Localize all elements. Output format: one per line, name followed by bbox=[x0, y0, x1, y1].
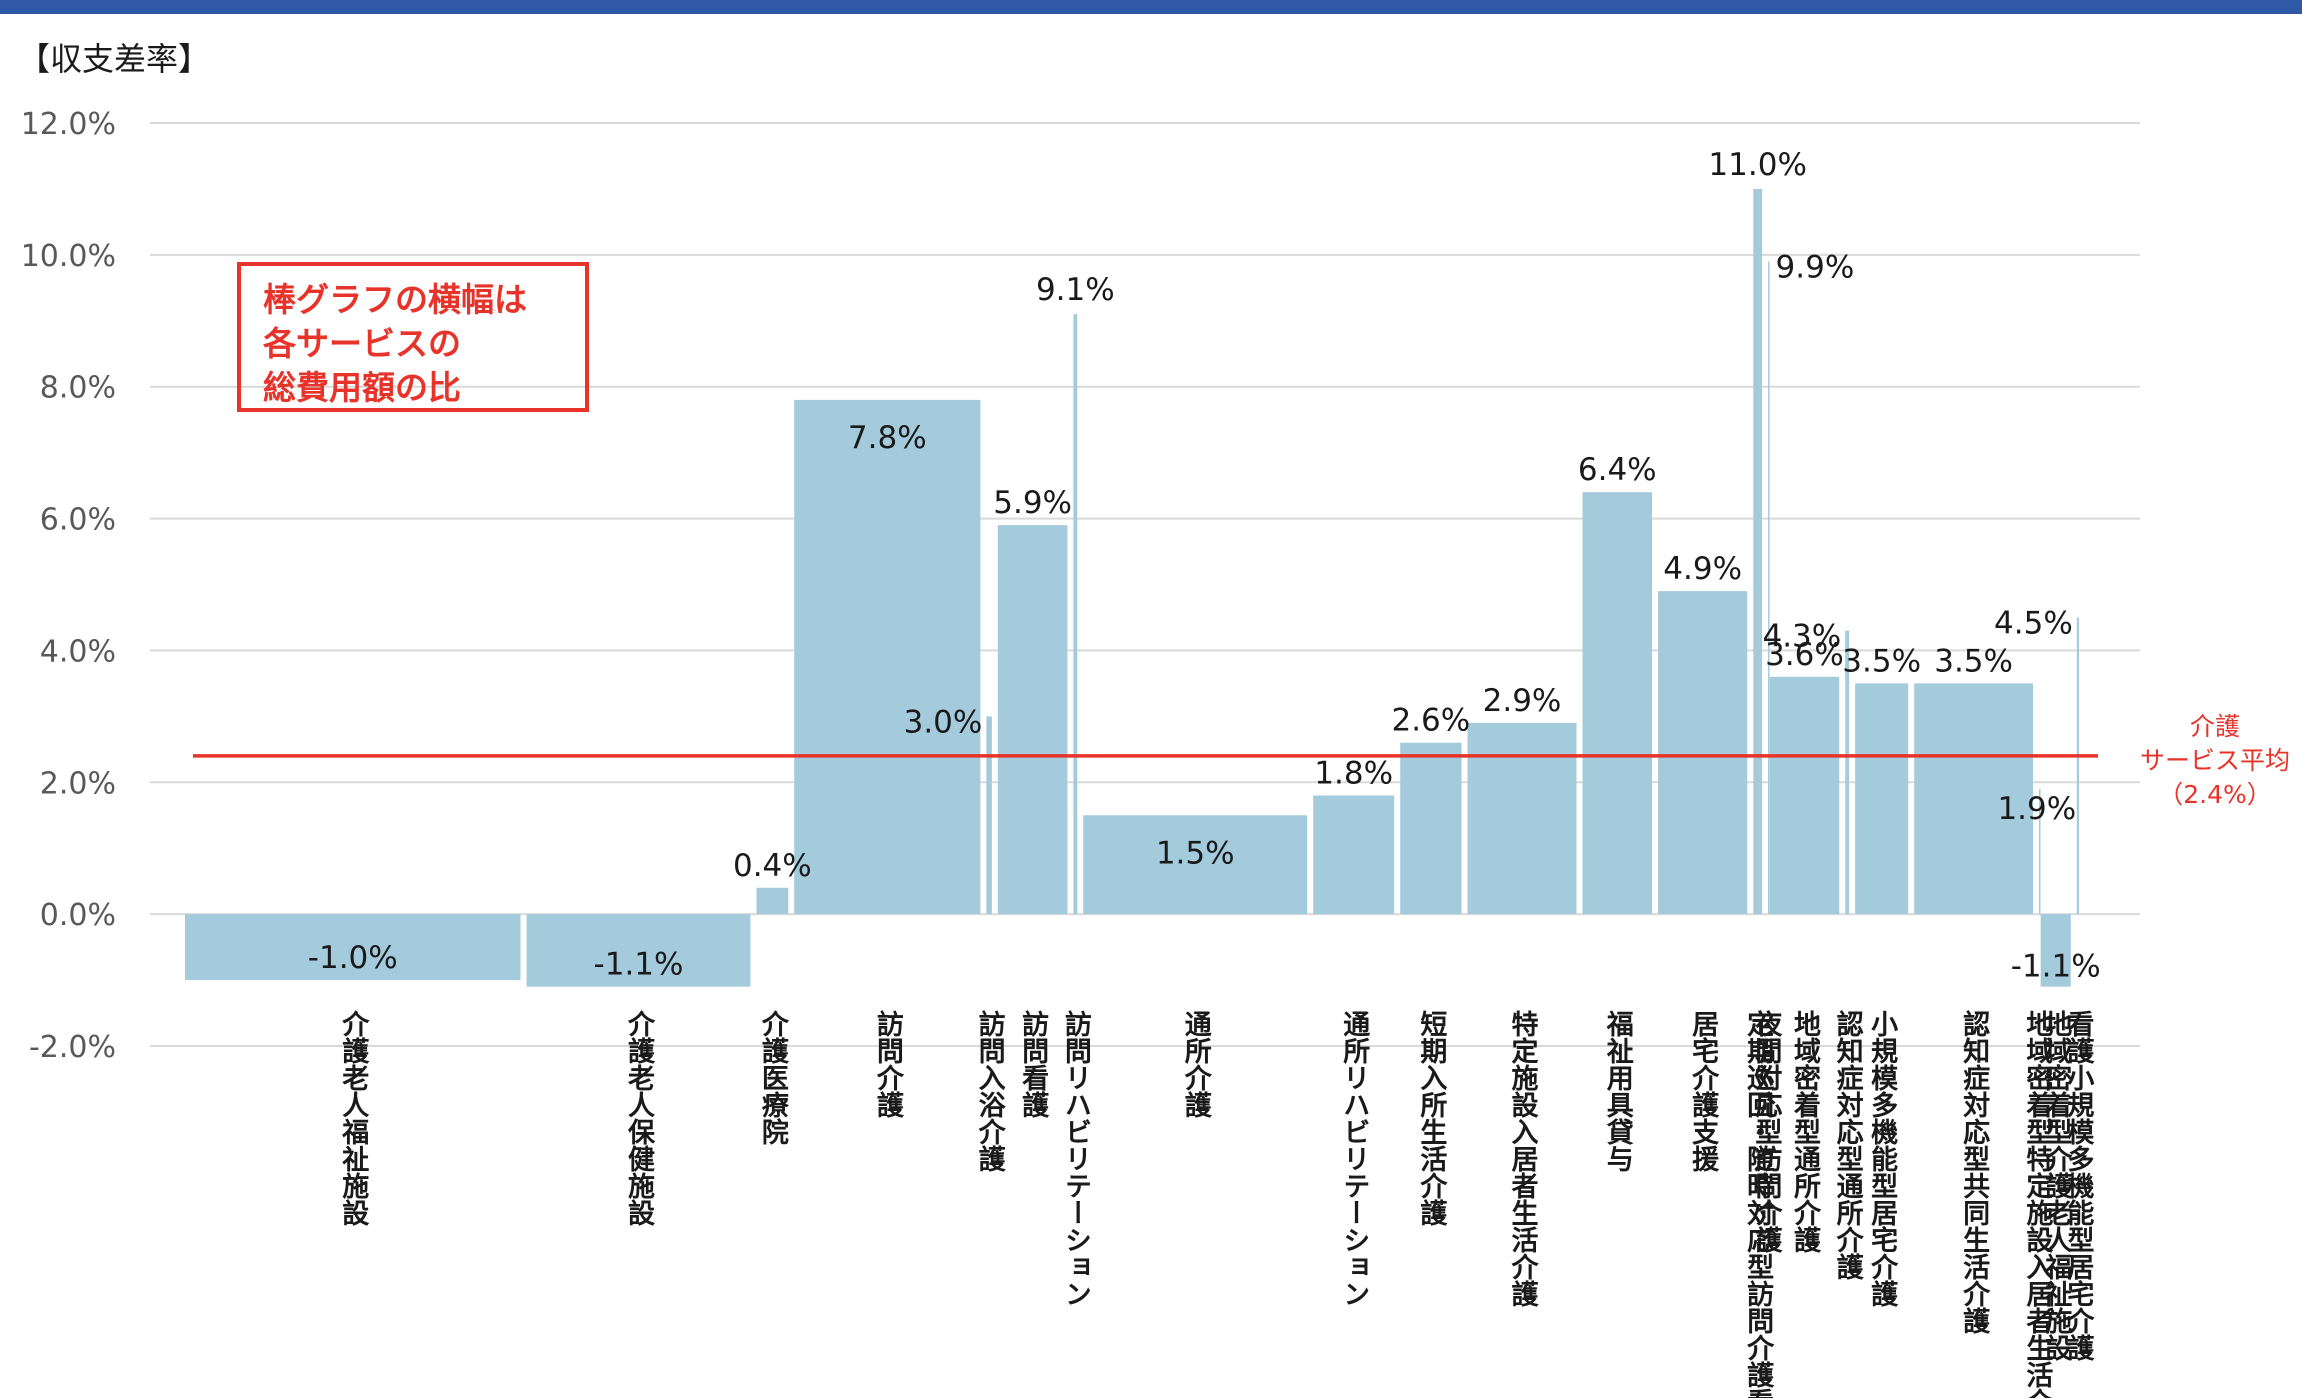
bars bbox=[185, 188, 2079, 987]
data-label: 3.5% bbox=[1934, 643, 2013, 679]
data-label: 2.6% bbox=[1391, 703, 1470, 739]
y-tick-label: 6.0% bbox=[40, 503, 116, 538]
category-label: 小規模多機能型居宅介護 bbox=[1866, 1010, 1899, 1307]
bar bbox=[1753, 188, 1763, 915]
bar bbox=[1582, 492, 1653, 915]
data-label: 7.8% bbox=[848, 420, 927, 456]
data-label: 11.0% bbox=[1708, 147, 1806, 183]
data-labels: -1.0% -1.1% 0.4% 7.8% 3.0% 5.9% 9.1% 1.5% 1.8% 2.… bbox=[308, 147, 2101, 985]
bar bbox=[1914, 683, 2034, 915]
category-label: 特定施設入居者生活介護 bbox=[1507, 1010, 1540, 1307]
category-label: 介護医療院 bbox=[757, 1010, 790, 1145]
y-tick-label: 8.0% bbox=[40, 371, 116, 406]
data-label: -1.1% bbox=[594, 947, 684, 983]
data-label: 4.9% bbox=[1663, 551, 1742, 587]
data-label: 3.6% bbox=[1765, 637, 1844, 673]
bar bbox=[1400, 742, 1462, 915]
y-tick-labels: 12.0% 10.0% 8.0% 6.0% 4.0% 2.0% 0.0% -2.0% bbox=[21, 107, 116, 1065]
category-label: 訪問リハビリテーション bbox=[1060, 1009, 1092, 1307]
bar bbox=[997, 525, 1068, 915]
category-label: 訪問入浴介護 bbox=[974, 1009, 1007, 1172]
bar bbox=[1073, 314, 1078, 915]
y-axis-title: 【収支差率】 bbox=[18, 40, 211, 78]
y-tick-label: 12.0% bbox=[21, 107, 116, 142]
bar bbox=[2076, 617, 2079, 915]
top-accent-bar bbox=[0, 0, 2302, 14]
bar bbox=[756, 887, 789, 915]
note-box: 棒グラフの横幅は 各サービスの 総費用額の比 bbox=[237, 262, 589, 412]
data-label: 1.9% bbox=[1997, 791, 2076, 827]
category-label: 通所リハビリテーション bbox=[1338, 1010, 1370, 1307]
y-tick-label: 2.0% bbox=[40, 766, 116, 801]
average-label-line-2: サービス平均 bbox=[2139, 746, 2290, 775]
data-label: 4.3% bbox=[1762, 619, 1841, 655]
data-label: 9.1% bbox=[1036, 272, 1115, 308]
category-label: 介護老人保健施設 bbox=[623, 1010, 656, 1226]
note-line-3: 総費用額の比 bbox=[263, 368, 461, 407]
category-label: 地域密着型特定施設入居者生活介護 bbox=[2021, 1010, 2054, 1398]
category-label: 居宅介護支援 bbox=[1687, 1010, 1720, 1172]
average-label: 介護 サービス平均 （2.4%） bbox=[2100, 710, 2302, 812]
bar bbox=[1855, 683, 1909, 915]
bar bbox=[986, 716, 992, 915]
category-label: 認知症対応型共同生活介護 bbox=[1958, 1009, 1991, 1334]
category-label: 通所介護 bbox=[1180, 1010, 1213, 1118]
category-label: 看護小規模多機能型居宅介護 bbox=[2062, 1010, 2095, 1361]
average-label-line-3: （2.4%） bbox=[2158, 780, 2272, 809]
y-tick-label: 10.0% bbox=[21, 239, 116, 274]
data-label: 1.8% bbox=[1314, 755, 1393, 791]
bar bbox=[2040, 914, 2071, 987]
y-tick-label: 4.0% bbox=[40, 634, 116, 669]
data-label: 0.4% bbox=[733, 848, 812, 884]
data-label: 9.9% bbox=[1776, 249, 1855, 285]
category-label: 介護老人福祉施設 bbox=[337, 1010, 370, 1226]
note-line-1: 棒グラフの横幅は bbox=[263, 280, 527, 319]
category-label: 定期巡回・随時対応型訪問介護看護 bbox=[1742, 1009, 1775, 1398]
y-tick-label: -2.0% bbox=[29, 1030, 116, 1065]
note-line-2: 各サービスの bbox=[263, 324, 461, 363]
bar bbox=[2039, 788, 2041, 915]
data-label: -1.0% bbox=[308, 940, 398, 976]
category-label: 認知症対応型通所介護 bbox=[1832, 1009, 1865, 1280]
bar bbox=[1845, 630, 1850, 915]
bar bbox=[1769, 676, 1840, 915]
data-label: 6.4% bbox=[1578, 452, 1657, 488]
data-label: 4.5% bbox=[1994, 605, 2073, 641]
category-label: 福祉用具貸与 bbox=[1602, 1010, 1635, 1172]
data-label: -1.1% bbox=[2011, 949, 2101, 985]
data-label: 2.9% bbox=[1483, 683, 1562, 719]
category-label: 訪問看護 bbox=[1017, 1009, 1049, 1118]
bar bbox=[1658, 591, 1748, 915]
category-label: 夜間対応型訪問介護 bbox=[1750, 1009, 1783, 1253]
data-label: 1.5% bbox=[1156, 835, 1235, 871]
category-label: 地域密着型介護老人福祉施設 bbox=[2040, 1010, 2073, 1361]
bar bbox=[526, 914, 751, 987]
data-label: 5.9% bbox=[993, 485, 1072, 521]
bar bbox=[1467, 722, 1577, 915]
bar bbox=[794, 399, 981, 915]
category-labels: 介護老人福祉施設 介護老人保健施設 介護医療院 訪問介護 訪問入浴介護 訪問看護 訪問リハビ… bbox=[337, 1009, 2095, 1398]
category-label: 地域密着型通所介護 bbox=[1789, 1010, 1822, 1253]
average-label-line-1: 介護 bbox=[2189, 712, 2240, 741]
category-label: 短期入所生活介護 bbox=[1415, 1010, 1448, 1226]
data-label: 3.0% bbox=[904, 704, 983, 740]
category-label: 訪問介護 bbox=[872, 1009, 905, 1118]
bar bbox=[185, 914, 521, 981]
bar bbox=[1313, 795, 1395, 915]
bar bbox=[1768, 261, 1770, 915]
data-label: 3.5% bbox=[1842, 643, 1921, 679]
y-tick-label: 0.0% bbox=[40, 898, 116, 933]
bar bbox=[1083, 815, 1308, 915]
